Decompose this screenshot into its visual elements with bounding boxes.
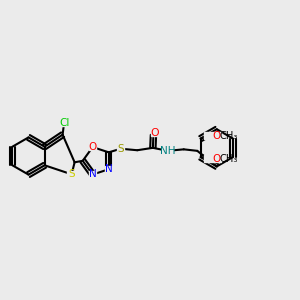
Bar [151, 130, 158, 136]
Text: CH₃: CH₃ [220, 130, 238, 140]
Text: S: S [68, 169, 75, 179]
Bar [89, 172, 96, 178]
Text: O: O [213, 154, 221, 164]
Text: S: S [117, 144, 124, 154]
Text: O: O [150, 128, 159, 138]
Text: Cl: Cl [59, 118, 69, 128]
Bar [118, 146, 124, 152]
Bar [89, 144, 96, 150]
Text: CH₃: CH₃ [220, 154, 238, 164]
Text: NH: NH [160, 146, 176, 156]
Bar [58, 119, 70, 126]
Bar [163, 148, 173, 154]
Text: O: O [213, 130, 221, 140]
Text: O: O [88, 142, 97, 152]
Bar [67, 171, 76, 178]
Bar [204, 155, 221, 162]
Bar [106, 166, 112, 172]
Text: N: N [105, 164, 112, 174]
Text: N: N [89, 169, 97, 179]
Bar [204, 132, 221, 139]
